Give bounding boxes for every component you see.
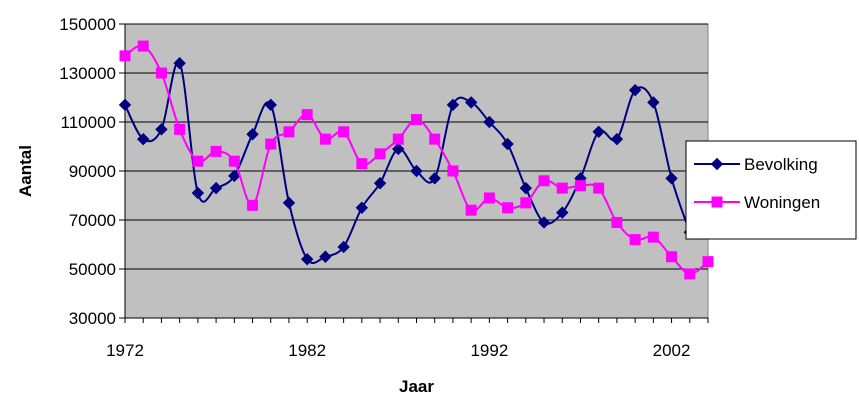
data-point-bevolking (501, 137, 514, 151)
data-point-woningen (465, 204, 477, 216)
data-point-bevolking (483, 115, 496, 129)
data-point-woningen (356, 158, 368, 170)
data-point-bevolking (173, 56, 186, 70)
data-point-bevolking (537, 216, 551, 229)
data-point-woningen (429, 133, 441, 145)
data-point-bevolking (282, 196, 296, 210)
data-point-woningen (666, 251, 678, 263)
data-point-woningen (502, 202, 514, 214)
data-point-bevolking (355, 201, 369, 214)
legend: Bevolking Woningen (685, 140, 857, 240)
legend-marker-woningen (711, 196, 723, 208)
y-axis-ticks: 30000 50000 70000 90000 110000 130000 150000 (59, 15, 116, 328)
y-tick-label: 130000 (59, 64, 116, 83)
x-tick-label: 1982 (288, 341, 326, 360)
data-point-bevolking (647, 96, 660, 109)
data-point-bevolking (264, 98, 277, 112)
legend-marker-bevolking (710, 157, 724, 171)
data-point-woningen (174, 123, 186, 135)
data-point-woningen (374, 148, 386, 160)
data-point-woningen (702, 256, 714, 268)
series-woningen (119, 40, 714, 280)
data-point-bevolking (228, 169, 241, 183)
data-point-bevolking (155, 123, 168, 136)
y-axis-title: Aantal (16, 145, 35, 197)
data-point-bevolking (246, 128, 259, 141)
data-point-bevolking (337, 240, 350, 254)
data-point-bevolking (519, 181, 533, 195)
y-tick-label: 150000 (59, 15, 116, 34)
x-tick-label: 1992 (470, 341, 508, 360)
data-point-bevolking (628, 83, 642, 97)
data-point-woningen (265, 138, 277, 150)
data-point-bevolking (118, 98, 132, 112)
data-point-woningen (483, 192, 495, 204)
data-point-woningen (247, 199, 259, 211)
data-point-woningen (119, 50, 131, 62)
data-point-bevolking (556, 206, 569, 219)
data-point-woningen (629, 234, 641, 246)
data-point-bevolking (300, 252, 314, 266)
data-point-woningen (647, 231, 659, 243)
data-point-woningen (192, 155, 204, 167)
x-axis-title: Jaar (399, 377, 434, 396)
data-point-bevolking (464, 96, 478, 109)
data-point-bevolking (373, 177, 387, 190)
x-axis-ticks: 1972 1982 1992 2002 (106, 341, 690, 360)
data-point-woningen (593, 182, 605, 194)
data-point-woningen (447, 165, 459, 177)
y-tick-label: 50000 (69, 260, 116, 279)
data-point-bevolking (410, 164, 423, 178)
data-point-woningen (301, 109, 313, 121)
data-point-woningen (137, 40, 149, 52)
data-point-bevolking (610, 132, 624, 146)
legend-box (685, 140, 857, 240)
data-point-bevolking (446, 98, 460, 112)
x-tick-label: 1972 (106, 341, 144, 360)
data-point-bevolking (592, 125, 605, 139)
data-point-bevolking (428, 172, 441, 185)
legend-label-bevolking: Bevolking (744, 155, 818, 174)
x-tick-label: 2002 (653, 341, 691, 360)
data-point-woningen (520, 197, 532, 209)
data-point-woningen (338, 126, 350, 138)
data-point-woningen (538, 175, 550, 187)
data-point-bevolking (392, 142, 405, 156)
data-point-bevolking (137, 132, 150, 146)
y-tick-label: 90000 (69, 162, 116, 181)
legend-label-woningen: Woningen (744, 193, 820, 212)
data-point-bevolking (319, 250, 332, 263)
data-point-woningen (210, 145, 222, 157)
data-point-woningen (684, 268, 696, 280)
data-point-bevolking (209, 181, 223, 195)
data-point-woningen (411, 114, 422, 126)
data-point-bevolking (665, 172, 678, 185)
data-point-woningen (155, 67, 167, 79)
data-point-woningen (228, 155, 240, 167)
data-point-woningen (574, 180, 586, 192)
y-tick-label: 110000 (61, 113, 116, 132)
data-point-bevolking (191, 186, 205, 200)
data-point-woningen (392, 133, 404, 145)
y-tick-label: 70000 (69, 211, 116, 230)
data-point-woningen (556, 182, 568, 194)
data-point-woningen (611, 216, 623, 228)
data-point-woningen (283, 126, 295, 138)
axes (119, 23, 709, 323)
y-tick-label: 30000 (69, 309, 116, 328)
data-point-woningen (319, 133, 331, 145)
